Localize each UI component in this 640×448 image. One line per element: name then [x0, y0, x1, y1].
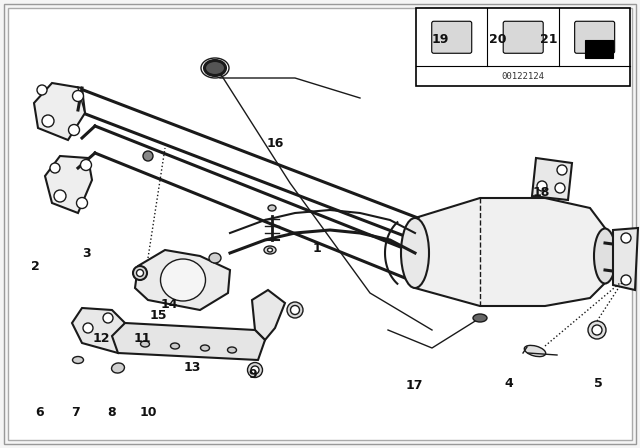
Ellipse shape: [133, 266, 147, 280]
Text: 3: 3: [82, 246, 91, 260]
Text: 8: 8: [108, 405, 116, 419]
Polygon shape: [252, 290, 285, 340]
FancyBboxPatch shape: [503, 21, 543, 53]
Text: 6: 6: [35, 405, 44, 419]
Text: 12: 12: [92, 332, 110, 345]
Polygon shape: [532, 158, 572, 200]
Ellipse shape: [287, 302, 303, 318]
FancyBboxPatch shape: [8, 8, 632, 440]
Ellipse shape: [268, 248, 273, 252]
Ellipse shape: [200, 345, 209, 351]
Ellipse shape: [50, 163, 60, 173]
Text: 15: 15: [150, 309, 168, 323]
Polygon shape: [34, 83, 85, 140]
Ellipse shape: [72, 357, 83, 363]
Ellipse shape: [473, 314, 487, 322]
Polygon shape: [45, 156, 92, 213]
Text: 4: 4: [504, 376, 513, 390]
Polygon shape: [415, 198, 605, 306]
FancyBboxPatch shape: [432, 21, 472, 53]
Ellipse shape: [621, 275, 631, 285]
Ellipse shape: [264, 246, 276, 254]
Text: 2: 2: [31, 260, 40, 273]
FancyBboxPatch shape: [585, 40, 612, 59]
Ellipse shape: [136, 270, 143, 276]
Ellipse shape: [205, 61, 225, 75]
Ellipse shape: [68, 125, 79, 135]
Ellipse shape: [77, 198, 88, 208]
Text: 9: 9: [248, 367, 257, 381]
Ellipse shape: [592, 325, 602, 335]
Ellipse shape: [111, 363, 124, 373]
Text: 11: 11: [133, 332, 151, 345]
Text: 18: 18: [532, 186, 550, 199]
Polygon shape: [112, 323, 265, 360]
Text: 00122124: 00122124: [502, 72, 545, 81]
Ellipse shape: [248, 362, 262, 378]
FancyBboxPatch shape: [575, 21, 614, 53]
Ellipse shape: [72, 90, 83, 102]
Text: 21: 21: [540, 33, 558, 46]
Text: 5: 5: [594, 376, 603, 390]
Ellipse shape: [143, 151, 153, 161]
Ellipse shape: [555, 183, 565, 193]
Ellipse shape: [594, 228, 616, 284]
Text: 13: 13: [183, 361, 201, 374]
Ellipse shape: [83, 323, 93, 333]
Text: 10: 10: [140, 405, 157, 419]
Ellipse shape: [291, 306, 300, 314]
Text: 20: 20: [489, 33, 507, 46]
Ellipse shape: [251, 366, 259, 374]
Ellipse shape: [141, 341, 150, 347]
Polygon shape: [613, 228, 638, 290]
Text: 16: 16: [266, 137, 284, 150]
Ellipse shape: [170, 343, 179, 349]
Ellipse shape: [204, 60, 226, 76]
Ellipse shape: [37, 85, 47, 95]
Ellipse shape: [54, 190, 66, 202]
Ellipse shape: [227, 347, 237, 353]
Text: 17: 17: [406, 379, 424, 392]
Ellipse shape: [621, 233, 631, 243]
Ellipse shape: [401, 218, 429, 288]
Ellipse shape: [81, 159, 92, 171]
Polygon shape: [72, 308, 125, 353]
Text: 7: 7: [71, 405, 80, 419]
Ellipse shape: [588, 321, 606, 339]
Ellipse shape: [209, 253, 221, 263]
Ellipse shape: [42, 115, 54, 127]
Text: 1: 1: [312, 242, 321, 255]
Ellipse shape: [268, 205, 276, 211]
Ellipse shape: [524, 345, 546, 357]
Text: 14: 14: [161, 298, 179, 311]
Ellipse shape: [557, 165, 567, 175]
Ellipse shape: [103, 313, 113, 323]
Ellipse shape: [161, 259, 205, 301]
FancyBboxPatch shape: [416, 8, 630, 86]
Polygon shape: [135, 250, 230, 310]
Ellipse shape: [537, 181, 547, 191]
Text: 19: 19: [431, 33, 449, 46]
